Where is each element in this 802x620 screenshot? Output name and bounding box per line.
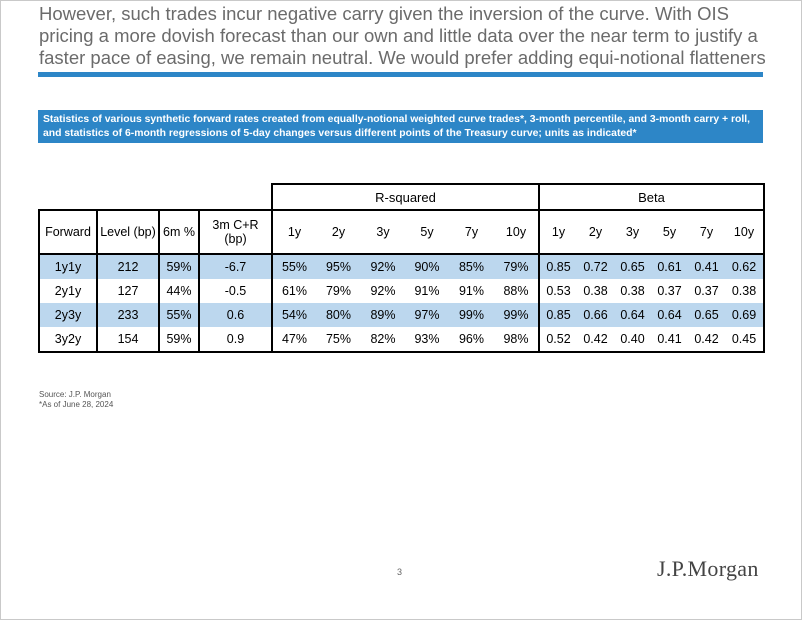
cell-rsq-5y: 91% xyxy=(414,284,440,298)
table-row: 3y2y 154 59% 0.9 47% 75% 82% 93% 96% 98%… xyxy=(38,327,765,353)
cell-beta-5y: 0.64 xyxy=(651,303,688,327)
cell-forward: 1y1y xyxy=(38,254,97,279)
cell-rsq-1y: 61% xyxy=(271,279,316,303)
cell-beta-7y: 0.41 xyxy=(688,254,725,279)
col-header-6m-pct: 6m % xyxy=(158,209,199,255)
cell-rsq-7y: 91% xyxy=(458,284,485,298)
col-header-rsq-5y: 5y xyxy=(405,209,449,255)
cell-6m-pct: 44% xyxy=(158,279,199,303)
col-header-beta-3y: 3y xyxy=(614,209,651,255)
table-row: 2y3y 233 55% 0.6 54% 80% 89% 97% 99% 99%… xyxy=(38,303,765,327)
cell-rsq-10y: 99% xyxy=(494,303,539,327)
cell-3m-carry-roll: 0.6 xyxy=(198,303,272,327)
col-header-beta-10y: 10y xyxy=(725,209,765,255)
col-header-rsq-1y: 1y xyxy=(271,209,316,255)
group-header-beta: Beta xyxy=(538,183,765,210)
cell-rsq-10y: 79% xyxy=(494,254,539,279)
cell-rsq-10y: 88% xyxy=(503,284,529,298)
cell-beta-10y: 0.45 xyxy=(725,327,765,353)
cell-beta-1y: 0.52 xyxy=(538,327,577,353)
cell-rsq-1y: 55% xyxy=(271,254,316,279)
cell-rsq-3y: 82% xyxy=(361,327,405,353)
group-header-spacer xyxy=(39,184,272,210)
cell-rsq-5y: 97% xyxy=(405,303,449,327)
cell-rsq-2y: 80% xyxy=(316,303,361,327)
col-header-rsq-2y: 2y xyxy=(316,209,361,255)
cell-beta-7y: 0.65 xyxy=(688,303,725,327)
cell-forward: 3y2y xyxy=(38,327,97,353)
table-row: 2y1y 127 44% -0.5 61% 79% 92% 91% 91% 88… xyxy=(38,279,765,303)
source-note: Source: J.P. Morgan *As of June 28, 2024 xyxy=(39,390,113,410)
cell-rsq-7y: 99% xyxy=(449,303,494,327)
cell-beta-10y: 0.38 xyxy=(725,279,765,303)
col-header-beta-1y: 1y xyxy=(538,209,577,255)
cell-level: 212 xyxy=(96,254,159,279)
col-header-beta-7y: 7y xyxy=(688,209,725,255)
cell-beta-3y: 0.65 xyxy=(614,254,651,279)
cell-beta-3y: 0.38 xyxy=(620,284,645,298)
cell-3m-carry-roll: -0.5 xyxy=(198,279,272,303)
table-caption: Statistics of various synthetic forward … xyxy=(38,110,763,143)
cell-beta-10y: 0.62 xyxy=(725,254,765,279)
cell-forward: 2y1y xyxy=(38,279,97,303)
header-rule xyxy=(38,72,763,77)
group-header-rsquared: R-squared xyxy=(271,183,539,210)
cell-rsq-1y: 47% xyxy=(271,327,316,353)
cell-6m-pct: 59% xyxy=(158,254,199,279)
cell-rsq-2y: 79% xyxy=(325,284,352,298)
cell-beta-1y: 0.53 xyxy=(538,279,577,303)
cell-beta-1y: 0.85 xyxy=(538,303,577,327)
cell-beta-1y: 0.85 xyxy=(538,254,577,279)
col-header-3m-carry-roll: 3m C+R (bp) xyxy=(198,209,272,255)
col-header-rsq-7y: 7y xyxy=(449,209,494,255)
cell-rsq-2y: 95% xyxy=(316,254,361,279)
table-row: 1y1y 212 59% -6.7 55% 95% 92% 90% 85% 79… xyxy=(38,254,765,279)
cell-level: 127 xyxy=(96,279,159,303)
cell-beta-5y: 0.37 xyxy=(657,284,682,298)
group-header-row: R-squared Beta xyxy=(39,183,765,210)
cell-rsq-2y: 75% xyxy=(316,327,361,353)
jpmorgan-logo: J.P.Morgan xyxy=(657,556,759,581)
col-header-forward: Forward xyxy=(38,209,97,255)
cell-rsq-5y: 90% xyxy=(405,254,449,279)
column-header-row: Forward Level (bp) 6m % 3m C+R (bp) 1y 2… xyxy=(38,209,765,255)
cell-beta-2y: 0.72 xyxy=(577,254,614,279)
cell-beta-5y: 0.61 xyxy=(651,254,688,279)
col-header-level: Level (bp) xyxy=(96,209,159,255)
cell-3m-carry-roll: 0.9 xyxy=(198,327,272,353)
cell-beta-3y: 0.40 xyxy=(614,327,651,353)
cell-level: 233 xyxy=(96,303,159,327)
cell-6m-pct: 55% xyxy=(158,303,199,327)
cell-beta-7y: 0.42 xyxy=(688,327,725,353)
cell-rsq-3y: 92% xyxy=(370,284,396,298)
col-header-rsq-10y: 10y xyxy=(494,209,539,255)
cell-beta-10y: 0.69 xyxy=(725,303,765,327)
cell-forward: 2y3y xyxy=(38,303,97,327)
cell-beta-3y: 0.64 xyxy=(614,303,651,327)
col-header-beta-2y: 2y xyxy=(577,209,614,255)
cell-beta-2y: 0.38 xyxy=(583,284,608,298)
cell-rsq-7y: 96% xyxy=(449,327,494,353)
cell-beta-7y: 0.37 xyxy=(694,284,719,298)
source-text: Source: J.P. Morgan xyxy=(39,390,111,399)
cell-rsq-10y: 98% xyxy=(494,327,539,353)
statistics-table: R-squared Beta Forward Level (bp) 6m % 3… xyxy=(38,183,765,353)
cell-rsq-5y: 93% xyxy=(405,327,449,353)
cell-beta-5y: 0.41 xyxy=(651,327,688,353)
cell-rsq-7y: 85% xyxy=(449,254,494,279)
cell-rsq-3y: 92% xyxy=(361,254,405,279)
cell-rsq-3y: 89% xyxy=(361,303,405,327)
cell-6m-pct: 59% xyxy=(158,327,199,353)
col-header-rsq-3y: 3y xyxy=(361,209,405,255)
cell-beta-2y: 0.66 xyxy=(577,303,614,327)
cell-3m-carry-roll: -6.7 xyxy=(198,254,272,279)
cell-rsq-1y: 54% xyxy=(271,303,316,327)
footnote-text: *As of June 28, 2024 xyxy=(39,400,114,409)
cell-beta-2y: 0.42 xyxy=(577,327,614,353)
headline: However, such trades incur negative carr… xyxy=(39,3,766,68)
cell-level: 154 xyxy=(96,327,159,353)
col-header-beta-5y: 5y xyxy=(651,209,688,255)
page-number: 3 xyxy=(397,567,403,577)
